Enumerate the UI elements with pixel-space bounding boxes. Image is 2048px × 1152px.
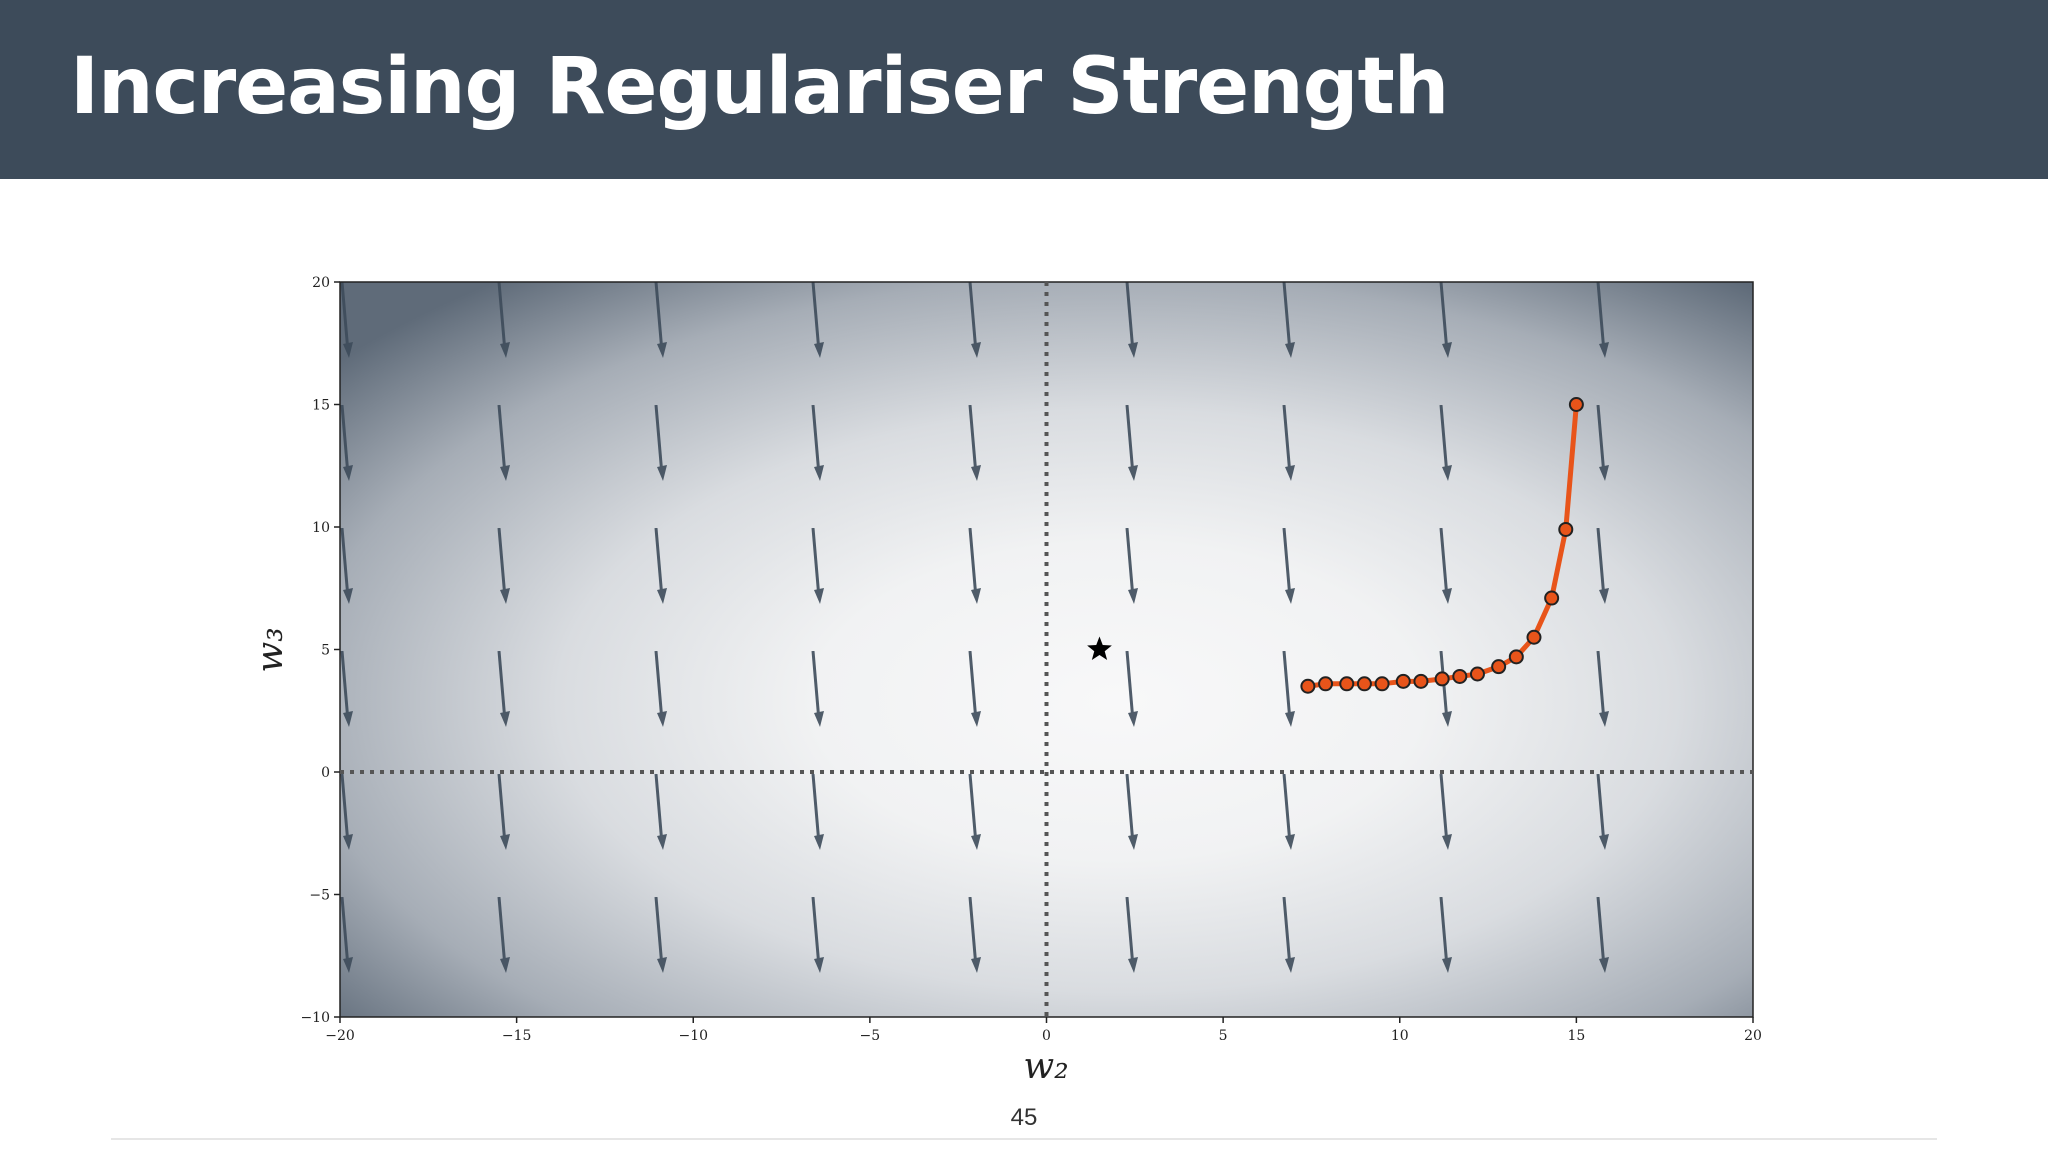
- slide-title: Increasing Regulariser Strength: [70, 42, 1449, 132]
- trajectory-point: [1300, 678, 1316, 694]
- trajectory-point: [1508, 649, 1524, 665]
- trajectory-point: [1374, 676, 1390, 692]
- y-tick-label: 10: [312, 520, 330, 536]
- trajectory-point: [1491, 659, 1507, 675]
- y-tick-label: 5: [321, 643, 330, 659]
- x-tick-label: 20: [1744, 1028, 1762, 1044]
- trajectory-point: [1356, 676, 1372, 692]
- trajectory-point: [1413, 673, 1429, 689]
- trajectory-point: [1558, 521, 1574, 537]
- x-tick-label: −15: [502, 1028, 532, 1044]
- y-tick-label: 15: [312, 398, 330, 414]
- trajectory: [1307, 404, 1579, 689]
- y-tick-label: −5: [309, 888, 330, 904]
- y-tick-label: 20: [312, 275, 330, 291]
- x-tick-label: 15: [1567, 1028, 1585, 1044]
- trajectory-point: [1434, 671, 1450, 687]
- x-tick-label: −10: [678, 1028, 708, 1044]
- page-number: 45: [1010, 1104, 1038, 1131]
- x-axis-label: w₂: [1023, 1046, 1068, 1087]
- x-tick-label: 0: [1042, 1028, 1051, 1044]
- trajectory-point: [1318, 676, 1334, 692]
- header: Increasing Regulariser Strength: [0, 0, 2048, 179]
- y-tick-label: 0: [321, 765, 330, 781]
- optimum-star: [1087, 636, 1112, 661]
- y-tick-label: −10: [300, 1010, 330, 1026]
- x-tick-label: 5: [1219, 1028, 1228, 1044]
- x-tick-label: −5: [860, 1028, 881, 1044]
- trajectory-point: [1339, 676, 1355, 692]
- trajectory-point: [1395, 673, 1411, 689]
- x-tick-label: 10: [1391, 1028, 1409, 1044]
- trajectory-point: [1544, 590, 1560, 606]
- trajectory-point: [1568, 397, 1584, 412]
- trajectory-point: [1469, 666, 1485, 682]
- x-tick-label: −20: [325, 1028, 355, 1044]
- trajectory-point: [1526, 629, 1542, 645]
- footer-rule: [111, 1138, 1937, 1140]
- y-axis-label: w₃: [250, 627, 291, 672]
- trajectory-point: [1452, 668, 1468, 684]
